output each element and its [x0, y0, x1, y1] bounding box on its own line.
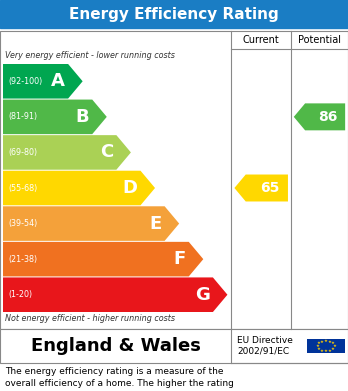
Text: C: C [100, 143, 113, 161]
Text: (69-80): (69-80) [8, 148, 37, 157]
Polygon shape [294, 103, 345, 130]
Bar [307, 339, 345, 353]
Polygon shape [3, 206, 179, 241]
Text: Not energy efficient - higher running costs: Not energy efficient - higher running co… [5, 314, 175, 323]
Text: F: F [174, 250, 186, 268]
Text: (1-20): (1-20) [8, 290, 32, 299]
Text: G: G [195, 286, 210, 304]
Polygon shape [3, 100, 107, 134]
Text: ★: ★ [328, 348, 332, 353]
Text: 65: 65 [260, 181, 280, 195]
Bar [0, 0, 348, 28]
Text: ★: ★ [317, 346, 321, 351]
Polygon shape [3, 278, 228, 312]
Text: England & Wales: England & Wales [31, 337, 201, 355]
Text: (92-100): (92-100) [8, 77, 42, 86]
Text: ★: ★ [320, 348, 324, 353]
Bar [0, 329, 348, 363]
Text: ★: ★ [316, 344, 320, 348]
Text: Potential: Potential [298, 35, 341, 45]
Text: (81-91): (81-91) [8, 112, 37, 121]
Text: ★: ★ [320, 339, 324, 343]
Text: Energy Efficiency Rating: Energy Efficiency Rating [69, 7, 279, 22]
Text: Very energy efficient - lower running costs: Very energy efficient - lower running co… [5, 51, 175, 60]
Text: ★: ★ [317, 341, 321, 345]
Text: (55-68): (55-68) [8, 183, 37, 192]
Text: ★: ★ [331, 341, 335, 345]
Bar [0, 31, 348, 329]
Text: E: E [149, 215, 161, 233]
Text: (39-54): (39-54) [8, 219, 37, 228]
Text: ★: ★ [331, 346, 335, 351]
Polygon shape [3, 242, 203, 276]
Text: A: A [51, 72, 65, 90]
Polygon shape [235, 174, 288, 201]
Text: The energy efficiency rating is a measure of the
overall efficiency of a home. T: The energy efficiency rating is a measur… [5, 367, 234, 391]
Text: D: D [122, 179, 137, 197]
Text: (21-38): (21-38) [8, 255, 37, 264]
Text: ★: ★ [324, 349, 328, 353]
Polygon shape [3, 135, 131, 170]
Text: ★: ★ [328, 339, 332, 343]
Polygon shape [3, 171, 155, 205]
Text: EU Directive
2002/91/EC: EU Directive 2002/91/EC [237, 336, 293, 356]
Text: Current: Current [243, 35, 279, 45]
Text: ★: ★ [324, 339, 328, 343]
Polygon shape [3, 64, 82, 99]
Text: ★: ★ [332, 344, 336, 348]
Text: B: B [76, 108, 89, 126]
Text: 86: 86 [318, 110, 338, 124]
